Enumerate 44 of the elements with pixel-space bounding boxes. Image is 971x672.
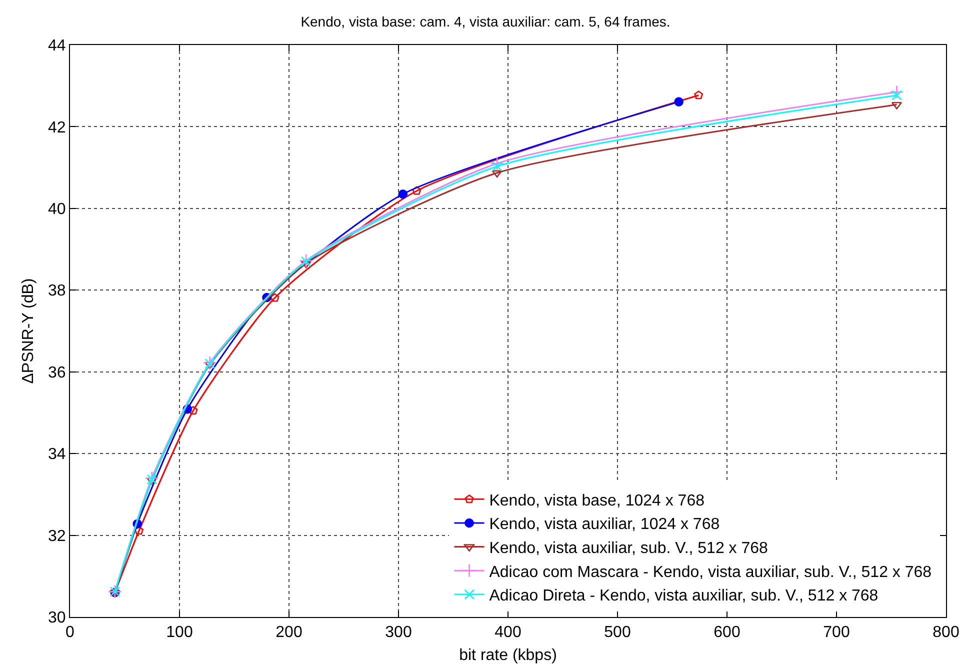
point — [299, 254, 314, 268]
point — [694, 90, 703, 100]
legend-label: Kendo, vista auxiliar, sub. V., 512 x 768 — [489, 540, 768, 558]
point — [270, 293, 280, 302]
x-tick-label: 200 — [276, 624, 302, 642]
point — [202, 356, 217, 370]
legend-label: Kendo, vista base, 1024 x 768 — [489, 492, 705, 510]
x-tick-label: 0 — [66, 624, 75, 642]
point — [492, 161, 502, 172]
y-tick-label: 42 — [48, 119, 66, 136]
y-tick-label: 32 — [48, 528, 66, 545]
point — [204, 358, 215, 369]
y-tick-label: 30 — [48, 610, 66, 627]
point — [188, 406, 198, 415]
legend-label: Adicao com Mascara - Kendo, vista auxiliar, sub. V., 512 x 768 — [489, 564, 932, 581]
x-tick-label: 500 — [604, 624, 631, 642]
y-tick-label: 34 — [48, 446, 66, 464]
point — [300, 256, 312, 267]
x-tick-label: 100 — [166, 624, 193, 642]
x-tick-label: 400 — [494, 624, 522, 642]
y-axis-title: ΔPSNR-Y (dB) — [20, 278, 37, 384]
point — [412, 186, 422, 195]
y-tick-label: 36 — [48, 364, 66, 382]
point — [204, 362, 216, 370]
x-tick-label: 700 — [823, 624, 850, 642]
point — [398, 189, 408, 199]
point — [490, 156, 504, 170]
chart-title: Kendo, vista base: cam. 4, vista auxiliar: cam. 5, 64 frames. — [300, 14, 670, 30]
point — [492, 170, 502, 178]
point — [144, 471, 159, 486]
legend-label: Kendo, vista auxiliar, 1024 x 768 — [489, 516, 720, 534]
x-tick-label: 600 — [714, 624, 740, 642]
x-tick-label: 800 — [932, 624, 960, 642]
x-tick-label: 300 — [385, 624, 412, 642]
y-tick-label: 44 — [48, 38, 66, 55]
y-tick-label: 38 — [48, 282, 66, 300]
legend-label: Adicao Direta - Kendo, vista auxiliar, sub. V., 512 x 768 — [489, 588, 878, 605]
y-tick-label: 40 — [48, 201, 66, 218]
x-axis-title: bit rate (kbps) — [459, 646, 557, 664]
point — [300, 260, 312, 268]
point — [146, 474, 157, 484]
point — [674, 97, 684, 106]
point — [890, 85, 904, 99]
point — [892, 90, 902, 100]
